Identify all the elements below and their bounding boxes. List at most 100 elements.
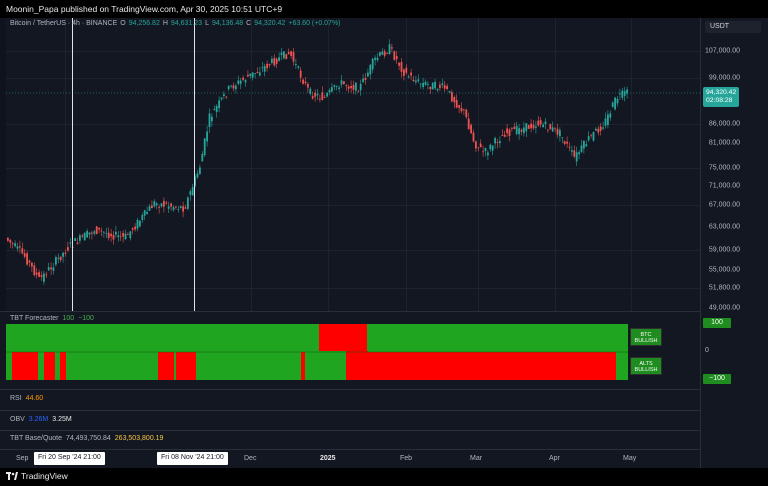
price-tick: 75,000.00 (709, 165, 740, 172)
price-tick: 59,000.00 (709, 247, 740, 254)
price-tick: 81,000.00 (709, 140, 740, 147)
candle-body (261, 67, 263, 68)
alts-bearish-block (12, 352, 38, 380)
candle-body (415, 81, 417, 83)
candle-body (348, 87, 350, 89)
candle-body (595, 129, 597, 131)
candle-body (290, 51, 292, 56)
candle-body (38, 272, 40, 277)
candle-body (173, 207, 175, 210)
candle-body (117, 235, 119, 237)
candle-body (552, 127, 554, 131)
time-label-may: May (623, 455, 636, 462)
candle-body (530, 124, 532, 129)
candle-body (93, 231, 95, 233)
alts-bearish-block (44, 352, 55, 380)
candle-body (113, 235, 115, 240)
candlestick-series (6, 18, 700, 311)
alts-bearish-block (346, 351, 368, 380)
time-marker-2[interactable]: Fri 08 Nov '24 21:00 (157, 452, 228, 465)
candle-body (213, 109, 215, 110)
candle-body (185, 207, 187, 208)
candle-body (451, 92, 453, 101)
candle-body (175, 207, 177, 208)
candle-body (48, 267, 50, 270)
candle-body (165, 203, 167, 204)
candle-body (573, 150, 575, 156)
candle-body (465, 110, 467, 117)
currency-button[interactable]: USDT (705, 21, 761, 33)
candle-body (144, 210, 146, 216)
price-tick: 107,000.00 (705, 48, 740, 55)
rsi-legend[interactable]: RSI 44.60 (10, 395, 43, 402)
candle-body (540, 120, 542, 124)
candle-body (281, 53, 283, 55)
candle-body (489, 145, 491, 149)
candle-body (609, 113, 611, 117)
price-tick: 71,000.00 (709, 183, 740, 190)
obv-legend[interactable]: OBV 3.26M 3.25M (10, 416, 72, 423)
candle-body (132, 228, 134, 229)
candle-body (17, 246, 19, 248)
candle-body (182, 206, 184, 211)
candle-body (206, 132, 208, 142)
vertical-marker-line-1[interactable] (72, 18, 73, 311)
close-value: 94,320.42 (254, 20, 285, 27)
obv-pane[interactable] (0, 411, 700, 430)
time-label-2025: 2025 (320, 455, 336, 462)
candle-body (564, 141, 566, 144)
price-axis[interactable]: USDT 107,000.00 99,000.00 94,320.42 02:0… (700, 18, 768, 468)
candle-body (314, 93, 316, 97)
forecaster-axis-zero: 0 (705, 347, 709, 354)
vertical-marker-line-2[interactable] (194, 18, 195, 311)
forecaster-legend[interactable]: TBT Forecaster 100 −100 (10, 315, 94, 322)
candle-body (525, 123, 527, 131)
candle-body (168, 206, 170, 208)
candle-body (216, 106, 218, 112)
time-marker-1[interactable]: Fri 20 Sep '24 21:00 (34, 452, 105, 465)
symbol-legend[interactable]: Bitcoin / TetherUS · 4h · BINANCE O 94,25… (10, 20, 341, 27)
time-axis[interactable]: Sep Fri 20 Sep '24 21:00 Fri 08 Nov '24 … (0, 449, 700, 468)
candle-body (242, 78, 244, 80)
candle-body (590, 135, 592, 136)
alts-bearish-block (301, 352, 305, 380)
candle-body (583, 141, 585, 148)
candle-body (523, 127, 525, 133)
alts-bearish-block (60, 352, 66, 380)
candle-body (237, 80, 239, 83)
base-quote-legend[interactable]: TBT Base/Quote 74,493,750.84 263,503,800… (10, 435, 163, 442)
candle-body (86, 231, 88, 237)
price-tick: 63,000.00 (709, 224, 740, 231)
candle-body (379, 52, 381, 55)
candle-body (134, 227, 136, 230)
candle-body (446, 86, 448, 89)
open-value: 94,256.82 (129, 20, 160, 27)
candle-body (153, 201, 155, 206)
candle-body (187, 198, 189, 209)
candle-body (115, 232, 117, 235)
candle-body (487, 153, 489, 156)
rsi-pane[interactable] (0, 390, 700, 410)
candle-body (437, 89, 439, 90)
candle-body (413, 80, 415, 81)
forecaster-axis-top: 100 (703, 318, 731, 328)
candle-body (369, 65, 371, 75)
chart-frame[interactable]: Bitcoin / TetherUS · 4h · BINANCE O 94,25… (0, 18, 768, 468)
candle-body (324, 97, 326, 98)
candle-body (26, 253, 28, 264)
forecaster-value-1: 100 (63, 315, 75, 322)
candle-body (600, 127, 602, 131)
price-tick: 55,000.00 (709, 267, 740, 274)
forecaster-bars (6, 324, 700, 380)
obv-value-1: 3.26M (29, 416, 48, 423)
candle-body (7, 238, 9, 241)
candle-body (549, 124, 551, 129)
candle-body (139, 221, 141, 227)
candle-body (96, 226, 98, 234)
candle-body (624, 91, 626, 96)
candle-body (617, 99, 619, 103)
price-pane[interactable] (6, 18, 700, 311)
price-tick: 67,000.00 (709, 202, 740, 209)
tradingview-logo[interactable]: TradingView (6, 471, 68, 481)
low-label: L (205, 20, 209, 27)
